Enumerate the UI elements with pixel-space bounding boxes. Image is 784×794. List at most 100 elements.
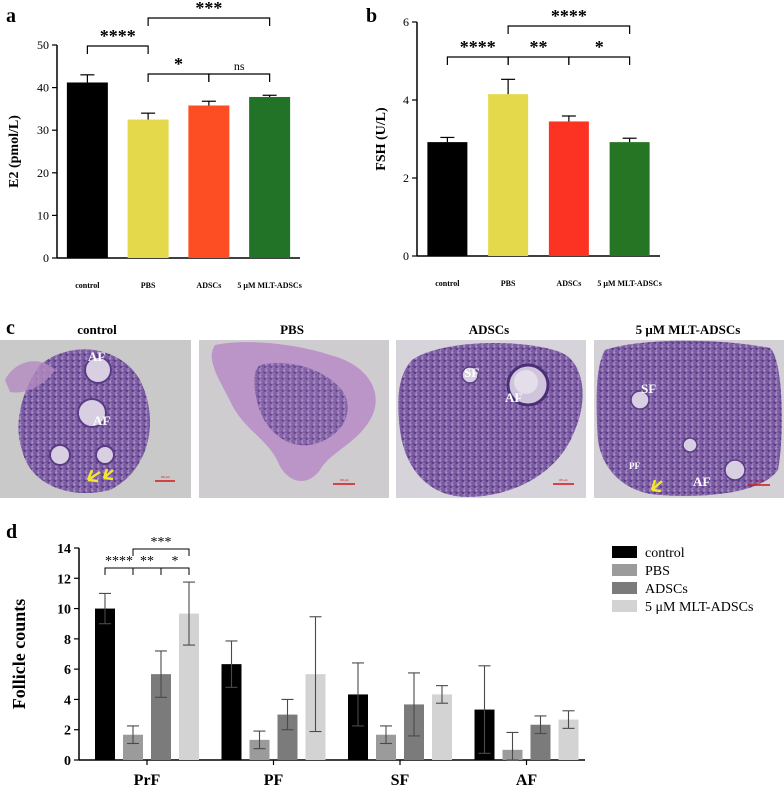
y-tick-label: 2	[64, 724, 71, 739]
y-tick-label: 2	[403, 171, 409, 185]
x-tick-label: PrF	[134, 772, 161, 789]
x-tick-label: SF	[391, 772, 410, 789]
y-tick-label: 12	[57, 572, 71, 587]
bar	[151, 674, 171, 760]
y-axis-label: E2 (pmol/L)	[7, 115, 22, 188]
significance-bracket	[132, 567, 162, 575]
chart-fsh: 0 2 4 6 FSH (U/L) control PBS ADSCs 5 μM MLT-ADS…	[374, 6, 662, 288]
significance-bracket	[507, 56, 570, 65]
bar	[66, 82, 108, 258]
bar	[548, 121, 589, 256]
label-af: AF	[88, 349, 105, 364]
chart-e2: 0 10 20 30 40 50 E2 (pmol/L) control PBS ADSCs 5 μ…	[7, 0, 302, 290]
x-tick-label: 5 μM MLT-ADSCs	[597, 279, 661, 288]
bar	[179, 613, 199, 760]
legend-swatch	[612, 564, 637, 576]
y-tick-label: 0	[64, 754, 71, 769]
significance-bracket	[507, 25, 631, 34]
legend-swatch	[612, 600, 637, 612]
x-tick-label: ADSCs	[556, 279, 581, 288]
micrograph-pbs: PBS 100 μm	[199, 322, 389, 498]
significance-bracket	[147, 73, 210, 82]
significance-label: ****	[460, 37, 496, 57]
x-tick-label: control	[435, 279, 460, 288]
y-tick-label: 6	[64, 663, 71, 678]
micrograph-adscs: ADSCs SF AF 100 μm	[396, 322, 586, 498]
legend-swatch	[612, 546, 637, 558]
significance-bracket	[160, 567, 190, 575]
bar	[488, 94, 529, 257]
significance-bracket	[86, 45, 149, 54]
panel-letter-a: a	[6, 5, 16, 27]
micrograph-title: ADSCs	[469, 322, 509, 337]
y-tick-label: 0	[43, 251, 49, 265]
y-axis-label: Follicle counts	[9, 599, 29, 710]
significance-bracket	[446, 56, 509, 65]
y-tick-label: 0	[403, 249, 409, 263]
significance-bracket	[147, 17, 271, 26]
significance-label: *	[172, 554, 179, 569]
scale-bar-label: 100 μm	[558, 478, 568, 482]
y-tick-label: 50	[37, 38, 49, 52]
significance-label: ***	[151, 535, 172, 550]
x-tick-label: 5 μM MLT-ADSCs	[237, 281, 301, 290]
bar	[249, 739, 270, 760]
bar	[249, 96, 291, 258]
label-af: AF	[693, 474, 710, 489]
panel-letter-d: d	[6, 521, 17, 543]
y-tick-label: 8	[64, 633, 71, 648]
significance-bracket	[104, 567, 134, 575]
bar	[277, 714, 298, 760]
label-sf: SF	[641, 381, 656, 396]
y-tick-label: 6	[403, 15, 409, 29]
label-af: AF	[505, 390, 522, 405]
significance-label: ****	[100, 26, 136, 46]
y-tick-label: 14	[57, 542, 71, 557]
x-tick-label: PF	[264, 772, 284, 789]
y-tick-label: 4	[64, 693, 71, 708]
legend-label: control	[645, 546, 685, 561]
legend-label: PBS	[645, 564, 670, 579]
micrograph-title: 5 μM MLT-ADSCs	[636, 322, 741, 337]
significance-label: ***	[195, 0, 222, 18]
significance-label: **	[530, 37, 548, 57]
bar	[558, 719, 579, 760]
bar	[376, 734, 396, 760]
scale-bar-label: 100 μm	[339, 478, 349, 482]
arrow-icon	[86, 469, 101, 483]
micrograph-title: control	[77, 322, 117, 337]
significance-label: *	[174, 54, 183, 74]
micrograph-mlt-adscs: 5 μM MLT-ADSCs SF PF AF 100 μm	[594, 322, 784, 498]
significance-bracket	[132, 548, 190, 556]
scale-bar-label: 100 μm	[754, 479, 764, 483]
significance-label: ns	[234, 59, 245, 73]
micrograph-control: control AF AF 100 μm	[0, 322, 191, 498]
bar	[609, 142, 650, 256]
panel-letter-b: b	[366, 5, 377, 27]
y-tick-label: 20	[37, 166, 49, 180]
y-tick-label: 10	[57, 603, 71, 618]
arrow-icon	[650, 479, 663, 493]
y-tick-label: 30	[37, 123, 49, 137]
significance-label: ****	[551, 6, 587, 26]
arrow-icon	[102, 468, 114, 481]
y-tick-label: 40	[37, 81, 49, 95]
panel-letter-c: c	[6, 317, 15, 339]
significance-label: **	[140, 554, 154, 569]
bar	[188, 105, 230, 258]
significance-label: *	[595, 37, 604, 57]
bar	[348, 694, 368, 760]
y-axis-label: FSH (U/L)	[374, 107, 389, 171]
x-tick-label: PBS	[141, 281, 156, 290]
significance-bracket	[208, 73, 271, 82]
scale-bar-label: 100 μm	[160, 475, 170, 479]
x-tick-label: PBS	[501, 279, 516, 288]
bar	[221, 664, 242, 760]
legend-swatch	[612, 582, 637, 594]
label-af: AF	[93, 413, 110, 428]
bar	[427, 142, 468, 256]
significance-label: ****	[105, 554, 133, 569]
micrograph-title: PBS	[280, 322, 304, 337]
x-tick-label: ADSCs	[196, 281, 221, 290]
